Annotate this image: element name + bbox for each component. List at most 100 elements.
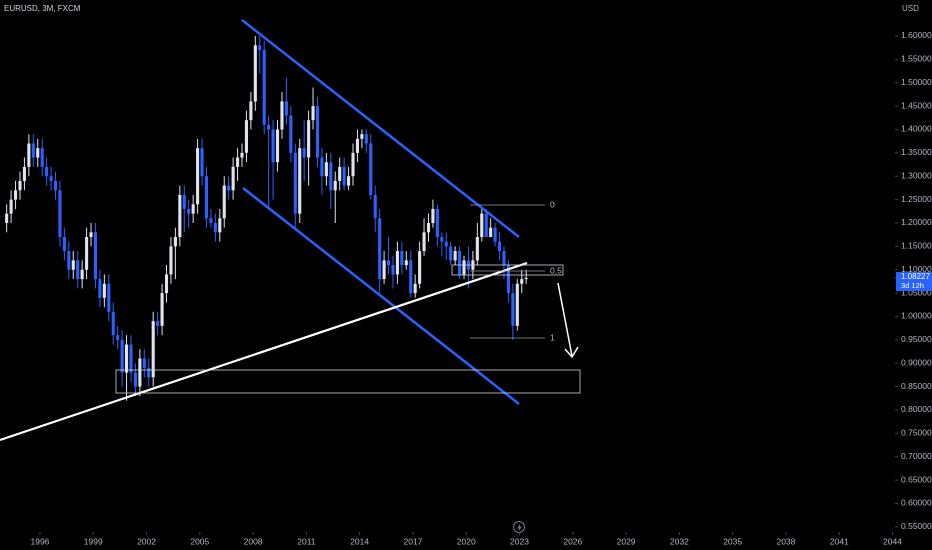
candle-body [173, 237, 177, 247]
axes: 0.55000 0.60000 0.65000 0.70000 0.75000 0.800… [31, 30, 932, 546]
candle-body [275, 129, 280, 163]
candle-body [209, 218, 213, 223]
candle-body [18, 180, 22, 191]
candle-body [400, 251, 404, 266]
candle-body [271, 129, 275, 163]
candle-body [13, 190, 18, 200]
candle-body [342, 166, 346, 186]
candle-body [315, 106, 320, 158]
candle-body [386, 260, 391, 266]
candle-body [262, 50, 266, 125]
candle-body [9, 199, 13, 214]
candle-body [373, 194, 377, 219]
candle-body [36, 148, 40, 158]
candle-body [5, 213, 9, 223]
candle-body [320, 157, 324, 177]
y-tick-label: 1.05000 [901, 287, 932, 297]
x-tick-label: 2020 [457, 536, 476, 546]
y-tick-label: 0.60000 [901, 498, 932, 508]
y-tick-label: 0.75000 [901, 428, 932, 438]
channel-lower [242, 187, 520, 405]
candle-body [58, 190, 62, 238]
candle-body [200, 148, 204, 177]
arrow-head [564, 346, 579, 359]
fib-label: 0 [550, 199, 555, 209]
candle-body [80, 269, 84, 280]
candle-body [347, 176, 351, 186]
resistance-zone [451, 264, 564, 276]
candle-body [196, 148, 200, 205]
candle-body [156, 321, 160, 326]
y-tick-label: 1.60000 [901, 30, 932, 40]
candle-body [164, 274, 169, 294]
candle-body [178, 194, 182, 238]
candle-body [382, 260, 386, 280]
candle-body [506, 265, 510, 294]
candle-body [511, 293, 515, 326]
candle-body [71, 260, 75, 270]
candle-body [138, 358, 142, 387]
x-tick-label: 1996 [31, 536, 50, 546]
candle-body [364, 134, 368, 144]
candle-body [293, 152, 297, 214]
candle-body [253, 45, 257, 102]
x-tick-label: 2038 [776, 536, 795, 546]
candle-body [76, 260, 80, 280]
x-tick-label: 2032 [670, 536, 689, 546]
x-tick-label: 2005 [190, 536, 209, 546]
x-tick-label: 2011 [297, 536, 316, 546]
candle-body [31, 143, 35, 158]
candle-body [338, 166, 342, 181]
candle-body [187, 208, 191, 214]
x-tick-label: 2029 [617, 536, 636, 546]
y-tick-label: 0.55000 [901, 521, 932, 531]
candle-body [258, 45, 262, 51]
last-price-label: 1.08227 [901, 272, 930, 281]
candle-body [453, 251, 457, 261]
candle-body [22, 166, 26, 181]
candle-body [484, 213, 488, 238]
candle-body [244, 120, 248, 153]
candle-body [129, 344, 133, 373]
y-tick-label: 1.20000 [901, 217, 932, 227]
fib-label: 0.5 [550, 265, 562, 275]
candle-body [515, 283, 519, 326]
y-tick-label: 1.30000 [901, 170, 932, 180]
candle-body [49, 176, 53, 181]
candle-body [435, 208, 439, 238]
candle-body [98, 279, 102, 298]
y-tick-label: 1.10000 [901, 264, 932, 274]
y-axis-label: USD [902, 4, 919, 13]
y-tick-label: 0.90000 [901, 357, 932, 367]
candle-body [378, 218, 382, 280]
candle-body [111, 311, 115, 336]
fib-label: 1 [550, 332, 555, 342]
candles [5, 35, 528, 401]
y-tick-label: 1.35000 [901, 147, 932, 157]
candle-body [227, 185, 231, 191]
candle-body [120, 339, 124, 373]
countdown-label: 3d 12h [901, 281, 924, 290]
candle-body [520, 279, 524, 284]
candle-body [311, 106, 315, 121]
y-tick-label: 1.50000 [901, 77, 932, 87]
candle-body [147, 367, 151, 378]
candle-body [426, 222, 431, 233]
candle-body [404, 260, 408, 266]
candle-body [307, 120, 311, 158]
y-tick-label: 1.00000 [901, 311, 932, 321]
candle-body [449, 246, 453, 261]
arrow [557, 282, 573, 357]
candle-body [142, 358, 146, 368]
y-tick-label: 0.80000 [901, 404, 932, 414]
candle-body [369, 143, 373, 195]
candle-body [444, 241, 448, 247]
candle-body [324, 162, 328, 177]
y-tick-label: 0.65000 [901, 474, 932, 484]
candle-body [462, 260, 466, 275]
candle-body [151, 321, 155, 378]
last-price-box [896, 272, 932, 292]
x-tick-label: 2008 [244, 536, 263, 546]
candle-body [440, 237, 444, 242]
candle-body [107, 283, 111, 312]
